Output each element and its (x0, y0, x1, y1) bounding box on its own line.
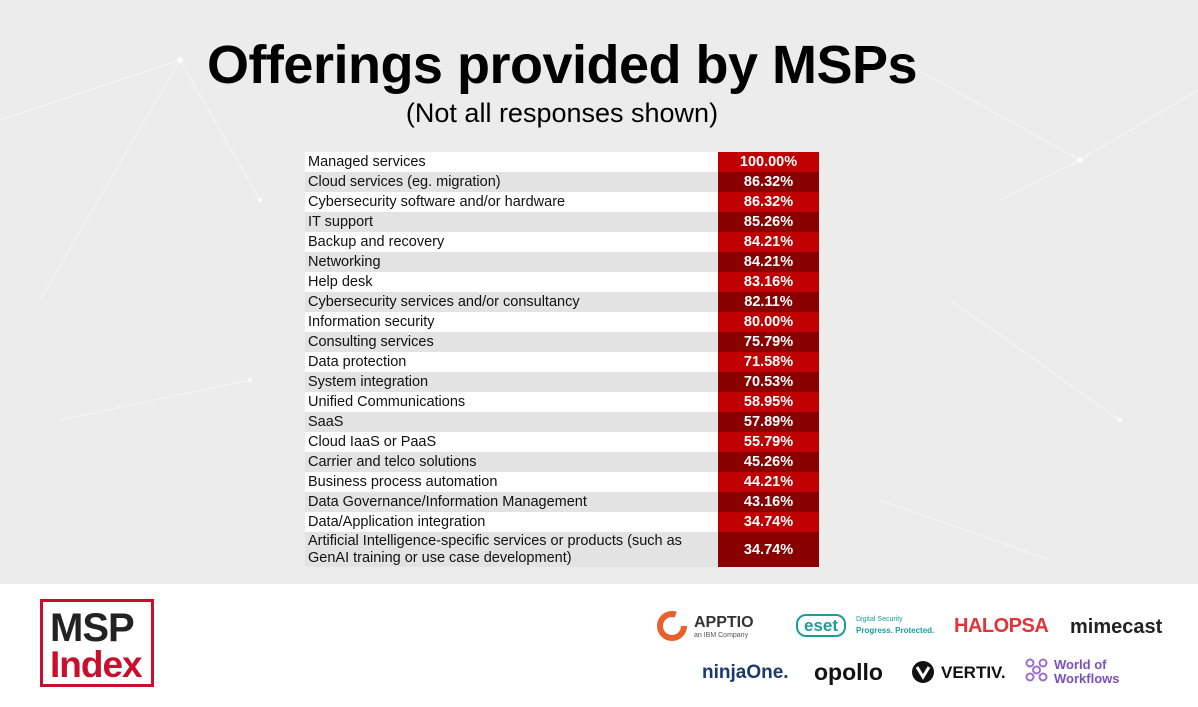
row-label: Help desk (305, 272, 718, 292)
table-row: Carrier and telco solutions 45.26% (305, 452, 819, 472)
row-value: 45.26% (718, 452, 819, 472)
table-row: Networking 84.21% (305, 252, 819, 272)
msp-index-logo: MSP Index (40, 599, 154, 687)
row-value: 85.26% (718, 212, 819, 232)
table-row: Artificial Intelligence-specific service… (305, 532, 819, 567)
row-value: 34.74% (718, 532, 819, 567)
row-label: Information security (305, 312, 718, 332)
table-row: Consulting services 75.79% (305, 332, 819, 352)
row-value: 43.16% (718, 492, 819, 512)
mimecast-logo: mimecast (1070, 616, 1163, 638)
row-label: Backup and recovery (305, 232, 718, 252)
row-label: Cybersecurity software and/or hardware (305, 192, 718, 212)
row-value: 86.32% (718, 172, 819, 192)
table-row: System integration 70.53% (305, 372, 819, 392)
halopsa-logo: HALOPSA (954, 615, 1049, 637)
row-value: 82.11% (718, 292, 819, 312)
row-label: Cybersecurity services and/or consultanc… (305, 292, 718, 312)
apptio-tagline: an IBM Company (694, 632, 749, 639)
table-row: Cybersecurity services and/or consultanc… (305, 292, 819, 312)
row-label: Networking (305, 252, 718, 272)
apptio-name: APPTIO (694, 614, 754, 631)
vertiv-logo: VERTIV. (911, 660, 1006, 689)
row-label: Data protection (305, 352, 718, 372)
row-label: Carrier and telco solutions (305, 452, 718, 472)
ninjaone-logo: ninjaOne. (702, 662, 789, 683)
apptio-logo: APPTIO an IBM Company (656, 610, 754, 647)
row-value: 80.00% (718, 312, 819, 332)
row-label: SaaS (305, 412, 718, 432)
table-row: Cloud services (eg. migration) 86.32% (305, 172, 819, 192)
table-row: Data protection 71.58% (305, 352, 819, 372)
vertiv-mark-icon (912, 661, 934, 683)
row-value: 34.74% (718, 512, 819, 532)
row-value: 55.79% (718, 432, 819, 452)
table-row: Backup and recovery 84.21% (305, 232, 819, 252)
vertiv-name: VERTIV. (941, 663, 1006, 682)
eset-name: eset (796, 614, 847, 637)
chart-subtitle: (Not all responses shown) (405, 98, 719, 128)
row-value: 84.21% (718, 252, 819, 272)
opollo-logo: opollo (814, 659, 883, 685)
table-row: Managed services 100.00% (305, 152, 819, 172)
world-of-workflows-name-1: World of (1054, 657, 1107, 672)
row-value: 70.53% (718, 372, 819, 392)
row-value: 75.79% (718, 332, 819, 352)
row-value: 44.21% (718, 472, 819, 492)
row-value: 84.21% (718, 232, 819, 252)
row-label: Data Governance/Information Management (305, 492, 718, 512)
apptio-mark-icon (657, 611, 687, 641)
table-row: Help desk 83.16% (305, 272, 819, 292)
row-label: IT support (305, 212, 718, 232)
world-of-workflows-mark-icon (1025, 658, 1048, 682)
logo-text-index: Index (50, 644, 143, 685)
row-label: Cloud services (eg. migration) (305, 172, 718, 192)
eset-tagline-2: Progress. Protected. (856, 626, 935, 635)
eset-logo: eset Digital Security Progress. Protecte… (796, 614, 934, 637)
eset-tagline-1: Digital Security (856, 616, 903, 623)
row-label: Cloud IaaS or PaaS (305, 432, 718, 452)
row-label: Unified Communications (305, 392, 718, 412)
network-pattern-background (0, 57, 1198, 561)
table-row: IT support 85.26% (305, 212, 819, 232)
row-label: Artificial Intelligence-specific service… (305, 532, 718, 567)
table-row: Business process automation 44.21% (305, 472, 819, 492)
world-of-workflows-logo: World of Workflows (1024, 657, 1120, 690)
table-row: SaaS 57.89% (305, 412, 819, 432)
offerings-table: Managed services 100.00% Cloud services (e… (305, 152, 819, 567)
row-value: 57.89% (718, 412, 819, 432)
row-label: Consulting services (305, 332, 718, 352)
table-row: Cloud IaaS or PaaS 55.79% (305, 432, 819, 452)
row-value: 86.32% (718, 192, 819, 212)
table-row: Information security 80.00% (305, 312, 819, 332)
table-row: Unified Communications 58.95% (305, 392, 819, 412)
row-label: System integration (305, 372, 718, 392)
table-row: Data Governance/Information Management 43… (305, 492, 819, 512)
world-of-workflows-name-2: Workflows (1054, 671, 1120, 686)
row-label: Data/Application integration (305, 512, 718, 532)
row-label: Managed services (305, 152, 718, 172)
row-value: 71.58% (718, 352, 819, 372)
chart-title: Offerings provided by MSPs (206, 35, 918, 95)
row-value: 83.16% (718, 272, 819, 292)
row-value: 100.00% (718, 152, 819, 172)
logo-text-msp: MSP (50, 606, 135, 650)
table-row: Cybersecurity software and/or hardware 86… (305, 192, 819, 212)
table-row: Data/Application integration 34.74% (305, 512, 819, 532)
row-value: 58.95% (718, 392, 819, 412)
footer: MSP Index APPTIO an IBM Company eset Dig… (0, 584, 1198, 707)
slide-background: Offerings provided by MSPs (Not all resp… (0, 0, 1198, 584)
row-label: Business process automation (305, 472, 718, 492)
